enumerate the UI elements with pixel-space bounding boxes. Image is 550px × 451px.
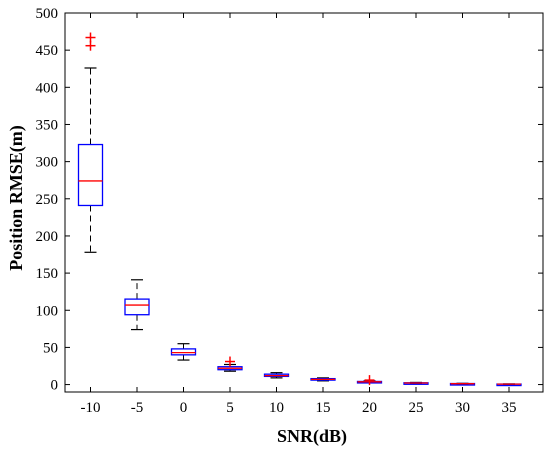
x-tick-label: 30 bbox=[455, 400, 470, 416]
y-tick-label: 500 bbox=[36, 6, 59, 22]
y-tick-label: 250 bbox=[36, 192, 59, 208]
box-iqr bbox=[77, 143, 104, 207]
plot-area: 0 50 100 150 200 250 300 350 400 450 500 -10 -5 0 5 10 1… bbox=[36, 6, 544, 416]
plot-frame bbox=[64, 12, 544, 393]
box-iqr bbox=[170, 348, 197, 356]
box-iqr bbox=[124, 298, 150, 316]
y-tick-label: 50 bbox=[43, 340, 58, 356]
y-tick-label: 0 bbox=[51, 378, 59, 394]
y-axis-label: Position RMSE(m) bbox=[6, 125, 27, 271]
x-tick-label: 25 bbox=[409, 400, 424, 416]
x-tick-label: -5 bbox=[131, 400, 144, 416]
y-tick-label: 350 bbox=[36, 117, 59, 133]
x-tick-label: 35 bbox=[502, 400, 517, 416]
y-tick-label: 400 bbox=[36, 80, 59, 96]
y-tick-label: 450 bbox=[36, 43, 59, 59]
y-tick-label: 200 bbox=[36, 229, 59, 245]
x-tick-label: 10 bbox=[269, 400, 284, 416]
y-tick-label: 150 bbox=[36, 266, 59, 282]
x-tick-label: 5 bbox=[226, 400, 234, 416]
x-axis-label: SNR(dB) bbox=[277, 426, 347, 447]
x-tick-label: -10 bbox=[81, 400, 101, 416]
x-tick-label: 0 bbox=[180, 400, 188, 416]
y-tick-label: 100 bbox=[36, 303, 59, 319]
y-tick-label: 300 bbox=[36, 155, 59, 171]
x-tick-label: 15 bbox=[316, 400, 331, 416]
x-tick-label: 20 bbox=[362, 400, 377, 416]
